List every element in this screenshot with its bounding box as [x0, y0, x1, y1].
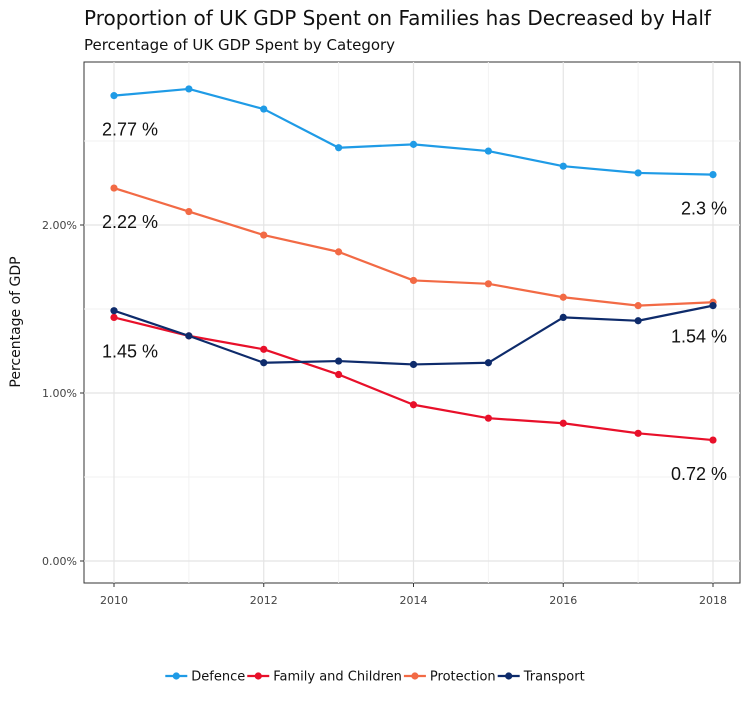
- legend-item: Transport: [497, 670, 585, 685]
- data-point-protection: [409, 276, 418, 285]
- legend-item: Defence: [165, 670, 245, 685]
- data-point-family-and-children: [634, 429, 642, 437]
- data-point-transport: [484, 359, 492, 367]
- legend-label: Transport: [523, 670, 585, 685]
- data-point-transport: [559, 313, 567, 321]
- data-point-family-and-children: [709, 436, 717, 444]
- y-tick-label: 0.00%: [42, 555, 77, 568]
- data-label: 0.72 %: [671, 464, 727, 484]
- data-point-protection: [260, 231, 268, 239]
- data-point-family-and-children: [335, 370, 343, 379]
- chart-subtitle: Percentage of UK GDP Spent by Category: [84, 36, 396, 54]
- legend-label: Family and Children: [273, 670, 402, 685]
- data-point-defence: [409, 140, 418, 148]
- y-axis-label: Percentage of GDP: [8, 256, 24, 387]
- legend-key-marker: [254, 672, 262, 680]
- data-point-protection: [185, 207, 193, 216]
- data-point-defence: [709, 171, 717, 179]
- data-point-transport: [260, 359, 268, 367]
- annotation-layer: 2.77 % 2.22 % 1.45 % 2.3 % 1.54 % 0.72 %: [102, 120, 727, 484]
- data-point-family-and-children: [260, 345, 268, 353]
- data-point-transport: [185, 332, 193, 340]
- data-point-defence: [634, 169, 642, 177]
- data-label: 2.77 %: [102, 120, 158, 140]
- data-label: 1.54 %: [671, 326, 727, 346]
- y-axis: 0.00% 1.00% 2.00%: [42, 219, 84, 568]
- x-tick-label: 2012: [250, 594, 278, 607]
- data-point-defence: [484, 147, 492, 155]
- data-point-defence: [110, 92, 118, 100]
- data-point-protection: [634, 302, 642, 310]
- data-point-transport: [709, 302, 717, 310]
- y-tick-label: 2.00%: [42, 219, 77, 232]
- data-point-protection: [110, 184, 118, 192]
- data-point-transport: [110, 307, 118, 315]
- y-tick-label: 1.00%: [42, 387, 77, 400]
- series-layer: [110, 85, 717, 444]
- data-point-family-and-children: [559, 419, 567, 427]
- legend-item: Protection: [403, 670, 496, 685]
- data-point-defence: [335, 144, 343, 152]
- legend-key-marker: [411, 672, 419, 680]
- data-point-protection: [484, 280, 492, 288]
- data-point-family-and-children: [409, 401, 418, 409]
- chart-title: Proportion of UK GDP Spent on Families h…: [84, 6, 711, 30]
- legend-label: Defence: [191, 670, 245, 685]
- data-point-transport: [409, 360, 418, 369]
- data-point-transport: [634, 317, 642, 325]
- legend-key-marker: [172, 672, 180, 680]
- legend-label: Protection: [430, 670, 496, 685]
- data-point-protection: [559, 293, 567, 301]
- x-tick-label: 2010: [100, 594, 128, 607]
- data-label: 2.22 %: [102, 212, 158, 232]
- data-label: 2.3 %: [681, 199, 727, 219]
- data-point-defence: [559, 162, 567, 170]
- plot-panel: [83, 61, 741, 584]
- data-label: 1.45 %: [102, 341, 158, 361]
- data-point-transport: [335, 357, 343, 365]
- x-tick-label: 2014: [400, 594, 428, 607]
- data-point-family-and-children: [110, 313, 118, 321]
- legend: Defence Family and Children Protection Tran…: [165, 670, 585, 685]
- major-gridlines: [84, 62, 740, 583]
- x-tick-label: 2016: [549, 594, 577, 607]
- data-point-family-and-children: [484, 414, 492, 422]
- x-axis: 2010 2012 2014 2016 2018: [100, 583, 727, 607]
- x-tick-label: 2018: [699, 594, 727, 607]
- legend-key-marker: [505, 672, 513, 680]
- data-point-defence: [260, 105, 268, 113]
- data-point-protection: [335, 248, 343, 256]
- data-point-defence: [185, 85, 193, 93]
- legend-item: Family and Children: [247, 670, 402, 685]
